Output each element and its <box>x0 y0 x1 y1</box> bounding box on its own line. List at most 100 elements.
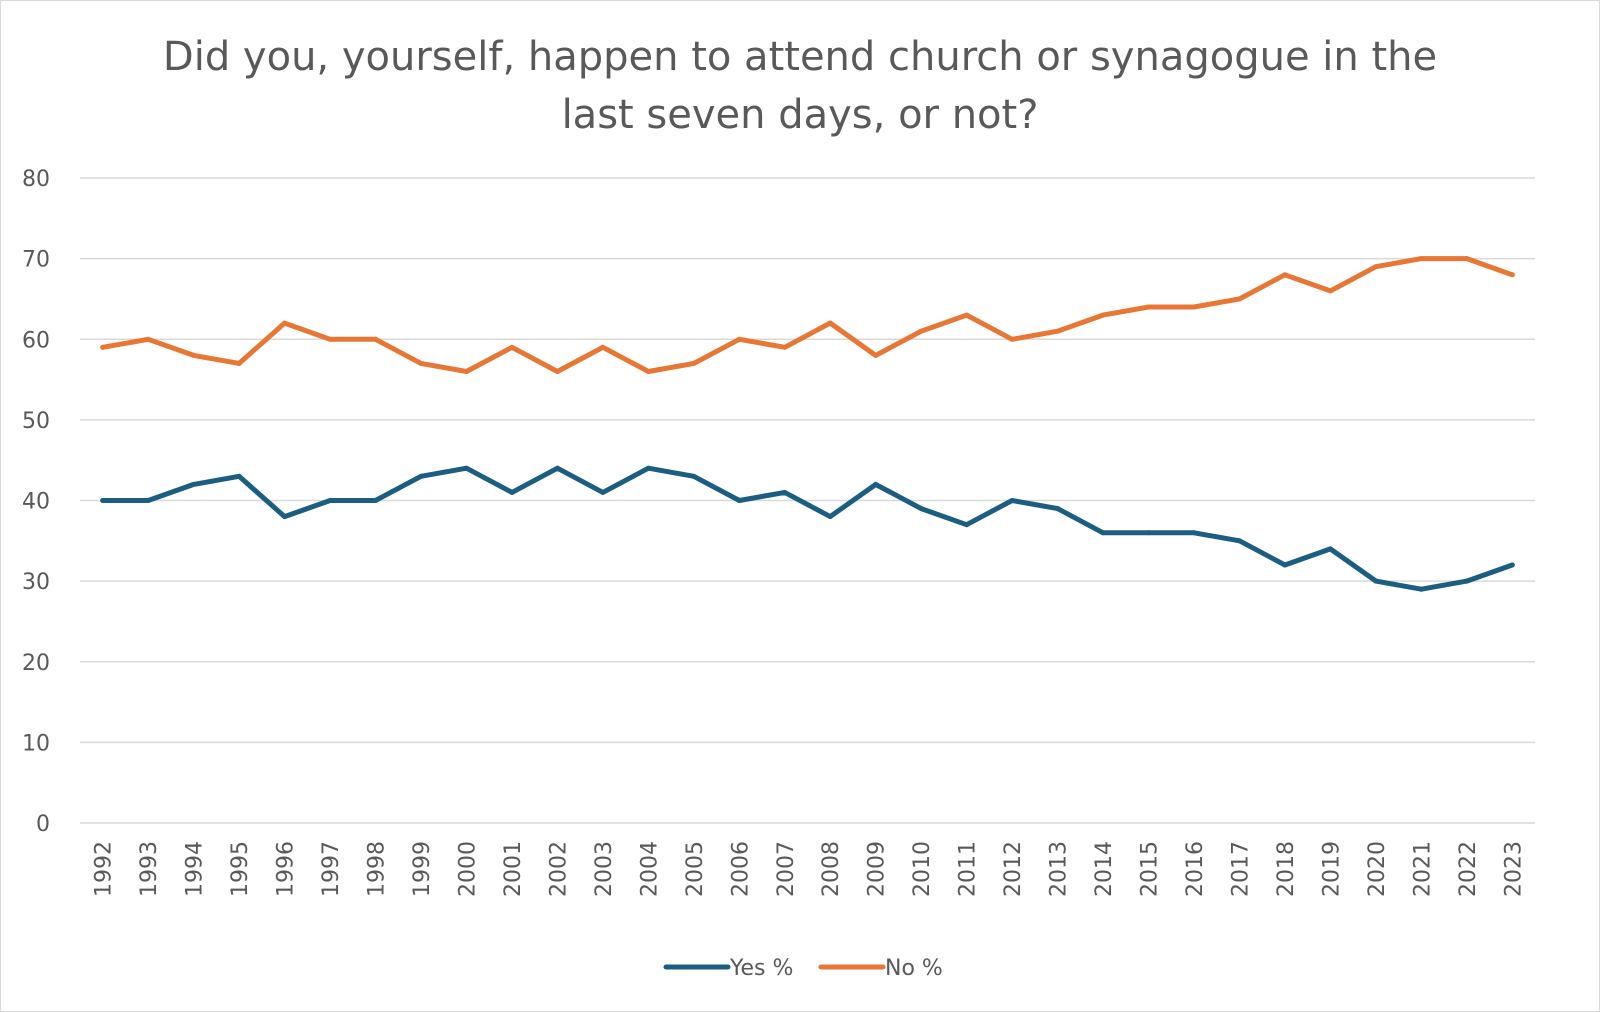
legend-item-yes: Yes % <box>663 956 793 981</box>
data-point <box>736 498 742 503</box>
x-tick-label: 2019 <box>1319 841 1344 897</box>
x-tick-label: 1999 <box>410 841 435 897</box>
data-point <box>1509 272 1515 278</box>
data-point <box>645 465 651 471</box>
data-point <box>418 360 424 366</box>
y-tick-label: 70 <box>22 248 50 273</box>
x-tick-label: 2005 <box>683 841 708 897</box>
data-point <box>509 344 515 350</box>
x-tick-label: 2006 <box>728 841 753 897</box>
x-tick-label: 2018 <box>1274 841 1299 897</box>
chart-title-line-2: last seven days, or not? <box>561 92 1039 138</box>
data-point <box>1282 272 1288 278</box>
data-point <box>1191 304 1197 310</box>
y-tick-label: 80 <box>22 167 50 192</box>
y-tick-label: 50 <box>22 409 50 434</box>
legend-item-no: No % <box>818 956 943 981</box>
data-point <box>418 473 424 479</box>
data-point <box>1327 546 1333 552</box>
x-tick-label: 2004 <box>637 841 662 897</box>
data-point <box>509 489 515 495</box>
x-tick-label: 1992 <box>92 841 117 897</box>
x-tick-label: 2002 <box>546 841 571 897</box>
x-tick-label: 1995 <box>228 841 253 897</box>
data-point <box>1009 336 1015 342</box>
data-point <box>1191 530 1197 536</box>
data-point <box>1055 506 1061 512</box>
x-tick-label: 2009 <box>865 841 890 897</box>
chart-title: Did you, yourself, happen to attend chur… <box>0 28 1600 144</box>
x-axis-ticks: 1992 1993 1994 1995 1996 1997 1998 1999 2000 2001… <box>92 841 1527 897</box>
x-tick-label: 2017 <box>1228 841 1253 897</box>
y-axis-ticks: 0 10 20 30 40 50 60 70 80 <box>22 167 50 837</box>
x-tick-label: 2001 <box>501 841 526 897</box>
data-point <box>145 336 151 342</box>
x-tick-label: 2000 <box>455 841 480 897</box>
data-point <box>236 360 242 366</box>
data-point <box>554 465 560 471</box>
x-tick-label: 2010 <box>910 841 935 897</box>
data-point <box>1009 498 1015 503</box>
legend-label: Yes % <box>729 956 793 981</box>
data-point <box>1146 304 1152 310</box>
data-point <box>827 320 833 326</box>
data-point <box>873 352 879 358</box>
data-point <box>100 498 106 503</box>
x-tick-label: 1996 <box>274 841 299 897</box>
series-line-no <box>100 256 1515 374</box>
data-point <box>1464 578 1470 584</box>
x-tick-label: 2007 <box>774 841 799 897</box>
data-point <box>782 489 788 495</box>
data-point <box>964 522 970 528</box>
x-tick-label: 2003 <box>592 841 617 897</box>
x-tick-label: 2016 <box>1183 841 1208 897</box>
data-point <box>873 481 879 487</box>
data-point <box>1055 328 1061 334</box>
data-point <box>736 336 742 342</box>
data-point <box>600 344 606 350</box>
data-point <box>1236 538 1242 544</box>
data-point <box>1373 264 1379 270</box>
data-point <box>282 320 288 326</box>
y-tick-label: 30 <box>22 570 50 595</box>
data-point <box>1100 530 1106 536</box>
data-point <box>191 481 197 487</box>
x-tick-label: 2015 <box>1138 841 1163 897</box>
y-tick-label: 10 <box>22 731 50 756</box>
data-point <box>1146 530 1152 536</box>
x-tick-label: 1994 <box>183 841 208 897</box>
data-point <box>236 473 242 479</box>
data-point <box>691 360 697 366</box>
data-point <box>100 344 106 350</box>
x-tick-label: 2011 <box>956 841 981 897</box>
data-point <box>145 498 151 503</box>
y-tick-label: 60 <box>22 328 50 353</box>
x-tick-label: 2021 <box>1410 841 1435 897</box>
data-point <box>782 344 788 350</box>
data-point <box>463 465 469 471</box>
data-point <box>282 514 288 520</box>
data-point <box>600 489 606 495</box>
data-point <box>1327 288 1333 294</box>
data-point <box>1282 562 1288 568</box>
x-tick-label: 1997 <box>319 841 344 897</box>
x-tick-label: 1993 <box>137 841 162 897</box>
x-tick-label: 2023 <box>1501 841 1526 897</box>
data-point <box>1509 562 1515 568</box>
y-tick-label: 40 <box>22 490 50 515</box>
series-line-yes <box>100 465 1515 592</box>
data-point <box>1464 256 1470 262</box>
x-tick-label: 2013 <box>1047 841 1072 897</box>
data-point <box>918 506 924 512</box>
x-tick-label: 2014 <box>1092 841 1117 897</box>
data-point <box>1418 586 1424 592</box>
data-point <box>645 369 651 374</box>
gridlines <box>80 177 1535 824</box>
x-tick-label: 1998 <box>365 841 390 897</box>
x-tick-label: 2012 <box>1001 841 1026 897</box>
data-point <box>691 473 697 479</box>
data-point <box>1418 256 1424 262</box>
data-point <box>327 498 333 503</box>
